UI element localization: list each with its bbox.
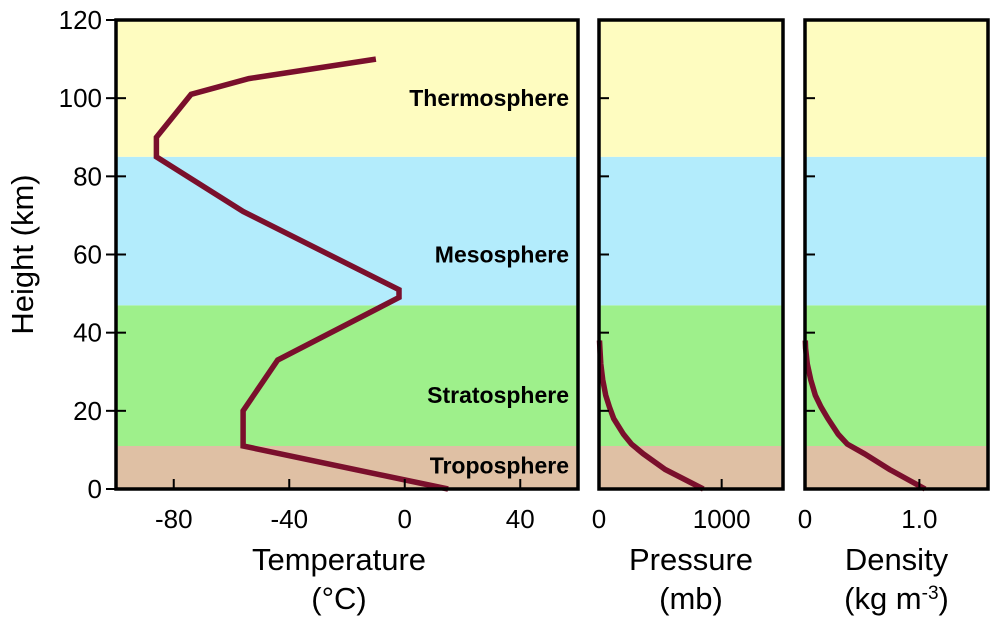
layer-band-mesosphere [116,156,578,306]
density-profile-line [802,340,927,492]
y-tick-label: 0 [88,474,102,504]
layer-band-troposphere [805,446,988,489]
pressure-x-tick-label: 0 [592,504,606,534]
temperature-axis-title: Temperature [252,542,426,577]
pressure-axis-unit: (mb) [659,581,723,616]
temperature-x-tick-label: -80 [155,504,193,534]
y-tick-label: 80 [73,161,102,191]
y-axis-title: Height (km) [5,174,40,334]
layer-band-thermosphere [805,20,988,157]
layer-label-mesosphere: Mesosphere [435,242,569,268]
y-tick-label: 40 [73,318,102,348]
y-tick-label: 20 [73,396,102,426]
panel-temperature: -80 -40 0 40 Temperature (°C) [114,18,580,616]
layer-band-thermosphere [116,20,578,157]
density-axis-title: Density [845,542,949,577]
temperature-x-tick-label: -40 [270,504,308,534]
temperature-axis-unit: (°C) [311,581,366,616]
density-axis-unit-exponent: -3 [922,583,939,604]
layer-band-stratosphere [116,305,578,447]
pressure-axis-title: Pressure [629,542,753,577]
y-tick-label: 100 [59,83,102,113]
panel-density: 0 1.0 Density (kg m-3) [798,18,990,616]
temperature-x-tick-label: 40 [506,504,535,534]
layer-band-mesosphere [599,156,783,306]
layer-label-thermosphere: Thermosphere [409,85,569,111]
temperature-x-tick-label: 0 [398,504,412,534]
y-tick-label: 60 [73,240,102,270]
y-tick-label: 120 [59,5,102,35]
temperature-profile-line [153,56,449,492]
pressure-x-tick-label: 1000 [693,504,751,534]
density-x-tick-label: 1.0 [901,504,937,534]
density-axis-unit: (kg m-3) [844,581,949,616]
density-x-tick-label: 0 [798,504,812,534]
panel-pressure: 0 1000 Pressure (mb) [592,18,785,616]
layer-label-stratosphere: Stratosphere [427,382,569,408]
layer-band-stratosphere [599,305,783,447]
layer-band-stratosphere [805,305,988,447]
layer-band-mesosphere [805,156,988,306]
layer-label-troposphere: Troposphere [430,453,569,479]
layer-band-thermosphere [599,20,783,157]
